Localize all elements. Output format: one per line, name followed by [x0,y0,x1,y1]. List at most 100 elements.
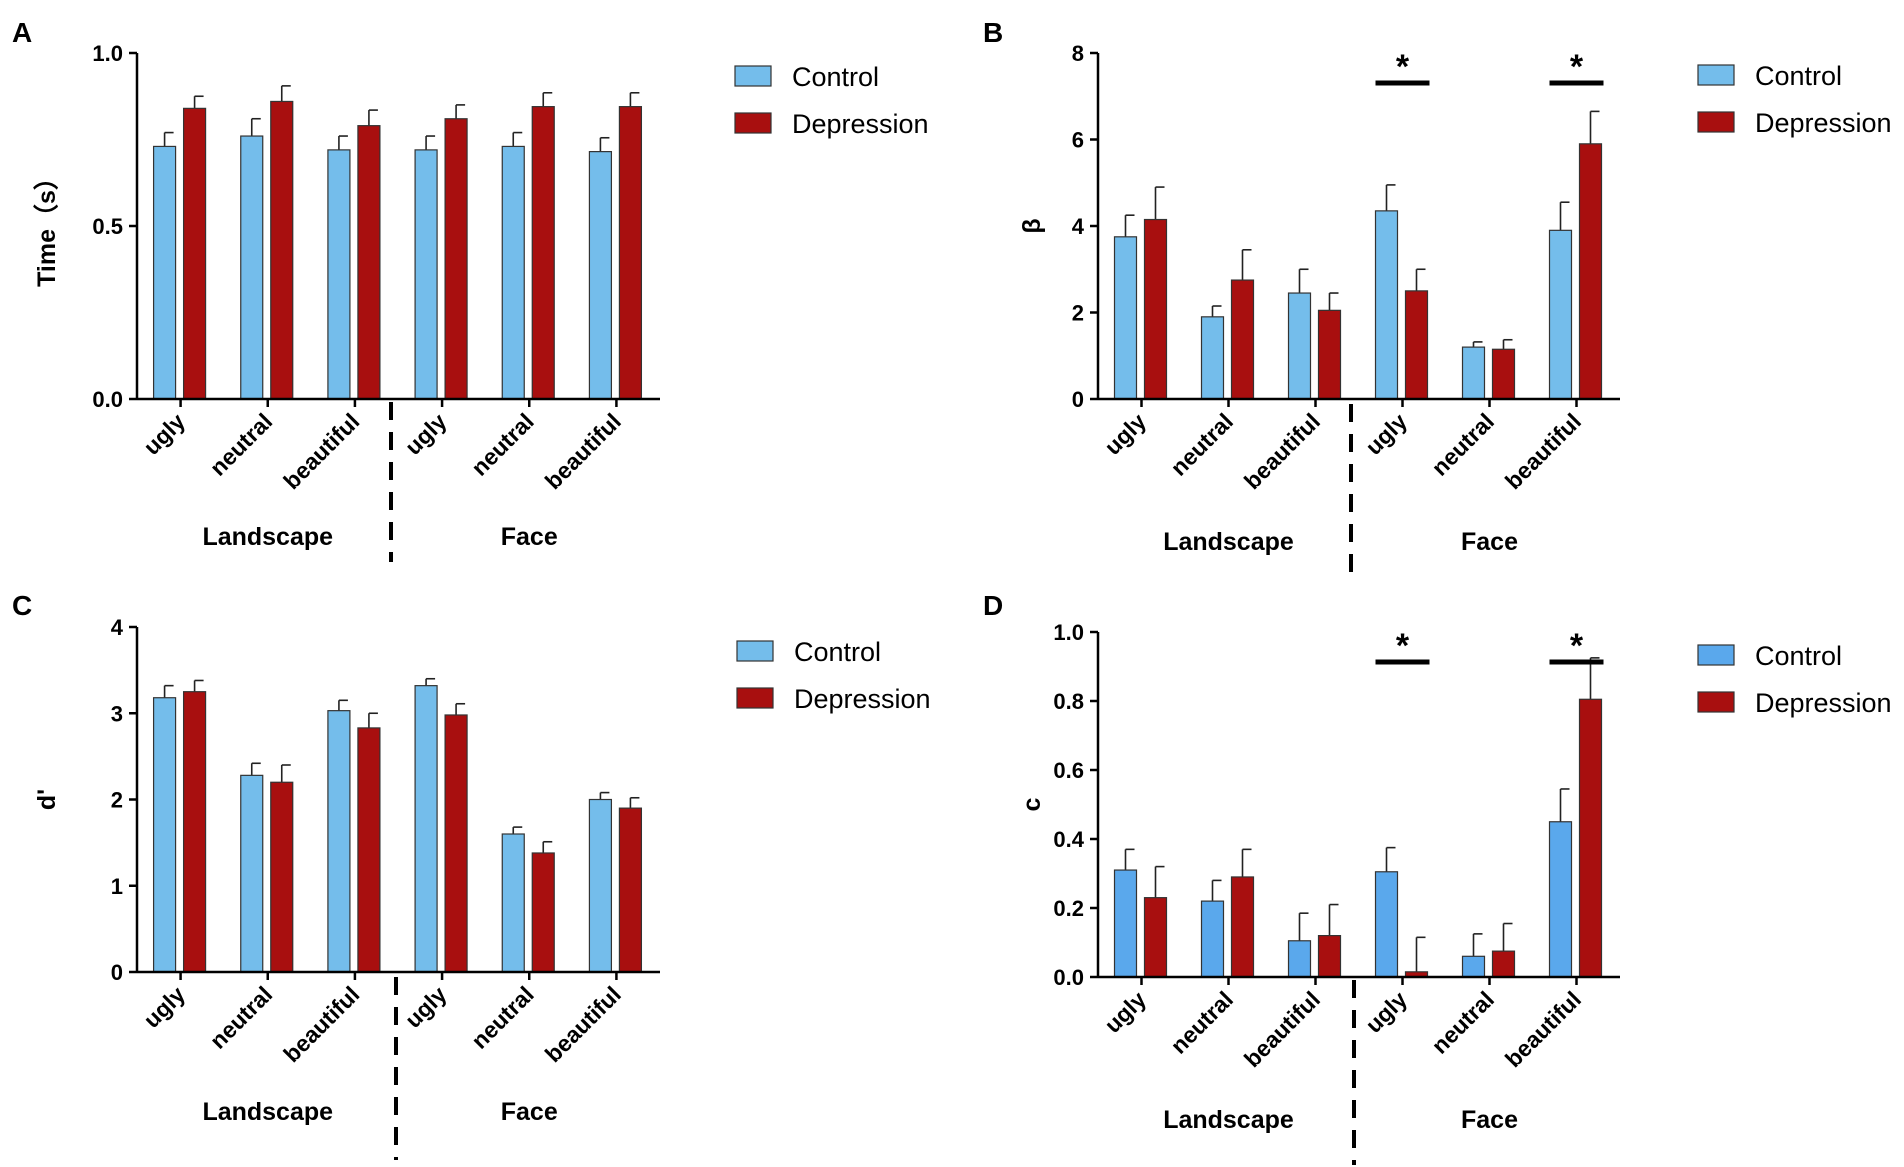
y-tick-label: 0 [1072,387,1084,412]
y-tick-label: 2 [111,788,123,813]
category-label: beautiful [1239,986,1325,1072]
bar-control-5 [1548,229,1573,400]
bar-depression-2 [357,727,381,973]
bar-depression-4 [1491,348,1516,400]
bar-control-2 [1287,940,1312,978]
y-tick-label: 0.6 [1053,758,1084,783]
group-label: Face [501,523,558,551]
bar-depression-4 [1491,950,1516,978]
panel-letter: B [983,17,1003,48]
legend-swatch-control [734,65,772,87]
legend-swatch-control [1697,644,1735,666]
category-label: ugly [1099,986,1151,1038]
y-axis-label: Time（s） [32,165,61,287]
legend-swatch-control [1697,64,1735,86]
significance-star: * [1570,627,1584,665]
category-label: beautiful [278,408,364,494]
bar-depression-2 [357,125,381,400]
category-label: beautiful [1239,408,1325,494]
legend-label-control: Control [794,637,881,667]
legend-swatch-depression [734,112,772,134]
category-label: beautiful [540,408,626,494]
bar-control-2 [327,710,351,973]
y-axis-label: β [1018,218,1046,233]
group-label: Face [501,1098,558,1126]
bar-control-5 [1548,821,1573,978]
category-label: ugly [400,981,452,1033]
group-label: Landscape [202,1098,333,1126]
legend-label-control: Control [1755,61,1842,91]
y-tick-label: 0.2 [1053,896,1084,921]
panel-letter: C [12,590,32,621]
legend-swatch-depression [1697,691,1735,713]
y-tick-label: 4 [111,615,124,640]
bar-depression-5 [618,807,643,973]
panel-letter: D [983,590,1003,621]
category-label: neutral [1165,408,1238,481]
y-tick-label: 0.0 [92,387,123,412]
legend-label-depression: Depression [792,109,929,139]
y-tick-label: 2 [1072,301,1084,326]
y-tick-label: 8 [1072,41,1084,66]
category-label: beautiful [540,981,626,1067]
bar-control-4 [1461,346,1486,400]
category-label: ugly [138,408,190,460]
bar-control-0 [152,145,177,400]
category-label: ugly [400,408,452,460]
category-label: neutral [1165,986,1238,1059]
y-axis-label: d' [33,789,61,810]
legend-label-depression: Depression [1755,108,1892,138]
bar-depression-3 [1404,290,1429,400]
bar-control-2 [327,149,351,400]
category-label: beautiful [1500,408,1586,494]
category-label: neutral [1426,408,1499,481]
category-label: ugly [1099,408,1151,460]
y-tick-label: 6 [1072,128,1084,153]
bar-control-0 [1113,869,1138,978]
group-label: Landscape [202,523,333,551]
bar-depression-0 [1143,897,1168,978]
bar-depression-1 [270,781,294,973]
category-label: ugly [138,981,190,1033]
legend-label-depression: Depression [1755,688,1892,718]
bar-control-3 [1374,210,1399,400]
bar-control-2 [1287,292,1312,400]
significance-star: * [1570,48,1584,86]
y-tick-label: 4 [1072,214,1085,239]
category-label: neutral [466,408,539,481]
bar-control-4 [1461,955,1486,978]
bar-control-3 [414,149,438,400]
bar-control-0 [1113,236,1138,400]
y-tick-label: 0.4 [1053,827,1084,852]
bar-depression-1 [270,100,294,400]
bar-depression-3 [444,714,468,973]
significance-star: * [1396,627,1410,665]
bar-depression-4 [531,852,555,973]
bar-control-1 [240,135,264,400]
legend-swatch-depression [736,687,774,709]
bar-depression-5 [1578,698,1603,978]
category-label: neutral [466,981,539,1054]
y-tick-label: 0 [111,960,123,985]
group-label: Face [1461,1106,1518,1134]
panel-letter: A [12,17,32,48]
legend-swatch-control [736,640,774,662]
category-label: ugly [1360,986,1412,1038]
bar-control-4 [501,145,525,400]
bar-control-5 [588,151,613,400]
category-label: beautiful [278,981,364,1067]
y-axis-label: c [1018,797,1046,811]
group-label: Landscape [1163,528,1294,556]
bar-depression-5 [1578,143,1603,400]
bar-depression-5 [618,106,643,400]
y-tick-label: 0.8 [1053,689,1084,714]
category-label: neutral [205,408,278,481]
bar-control-1 [1200,900,1225,978]
bar-control-4 [501,833,525,973]
category-label: ugly [1360,408,1412,460]
bar-depression-0 [182,107,207,400]
bar-depression-3 [444,118,468,400]
category-label: beautiful [1500,986,1586,1072]
